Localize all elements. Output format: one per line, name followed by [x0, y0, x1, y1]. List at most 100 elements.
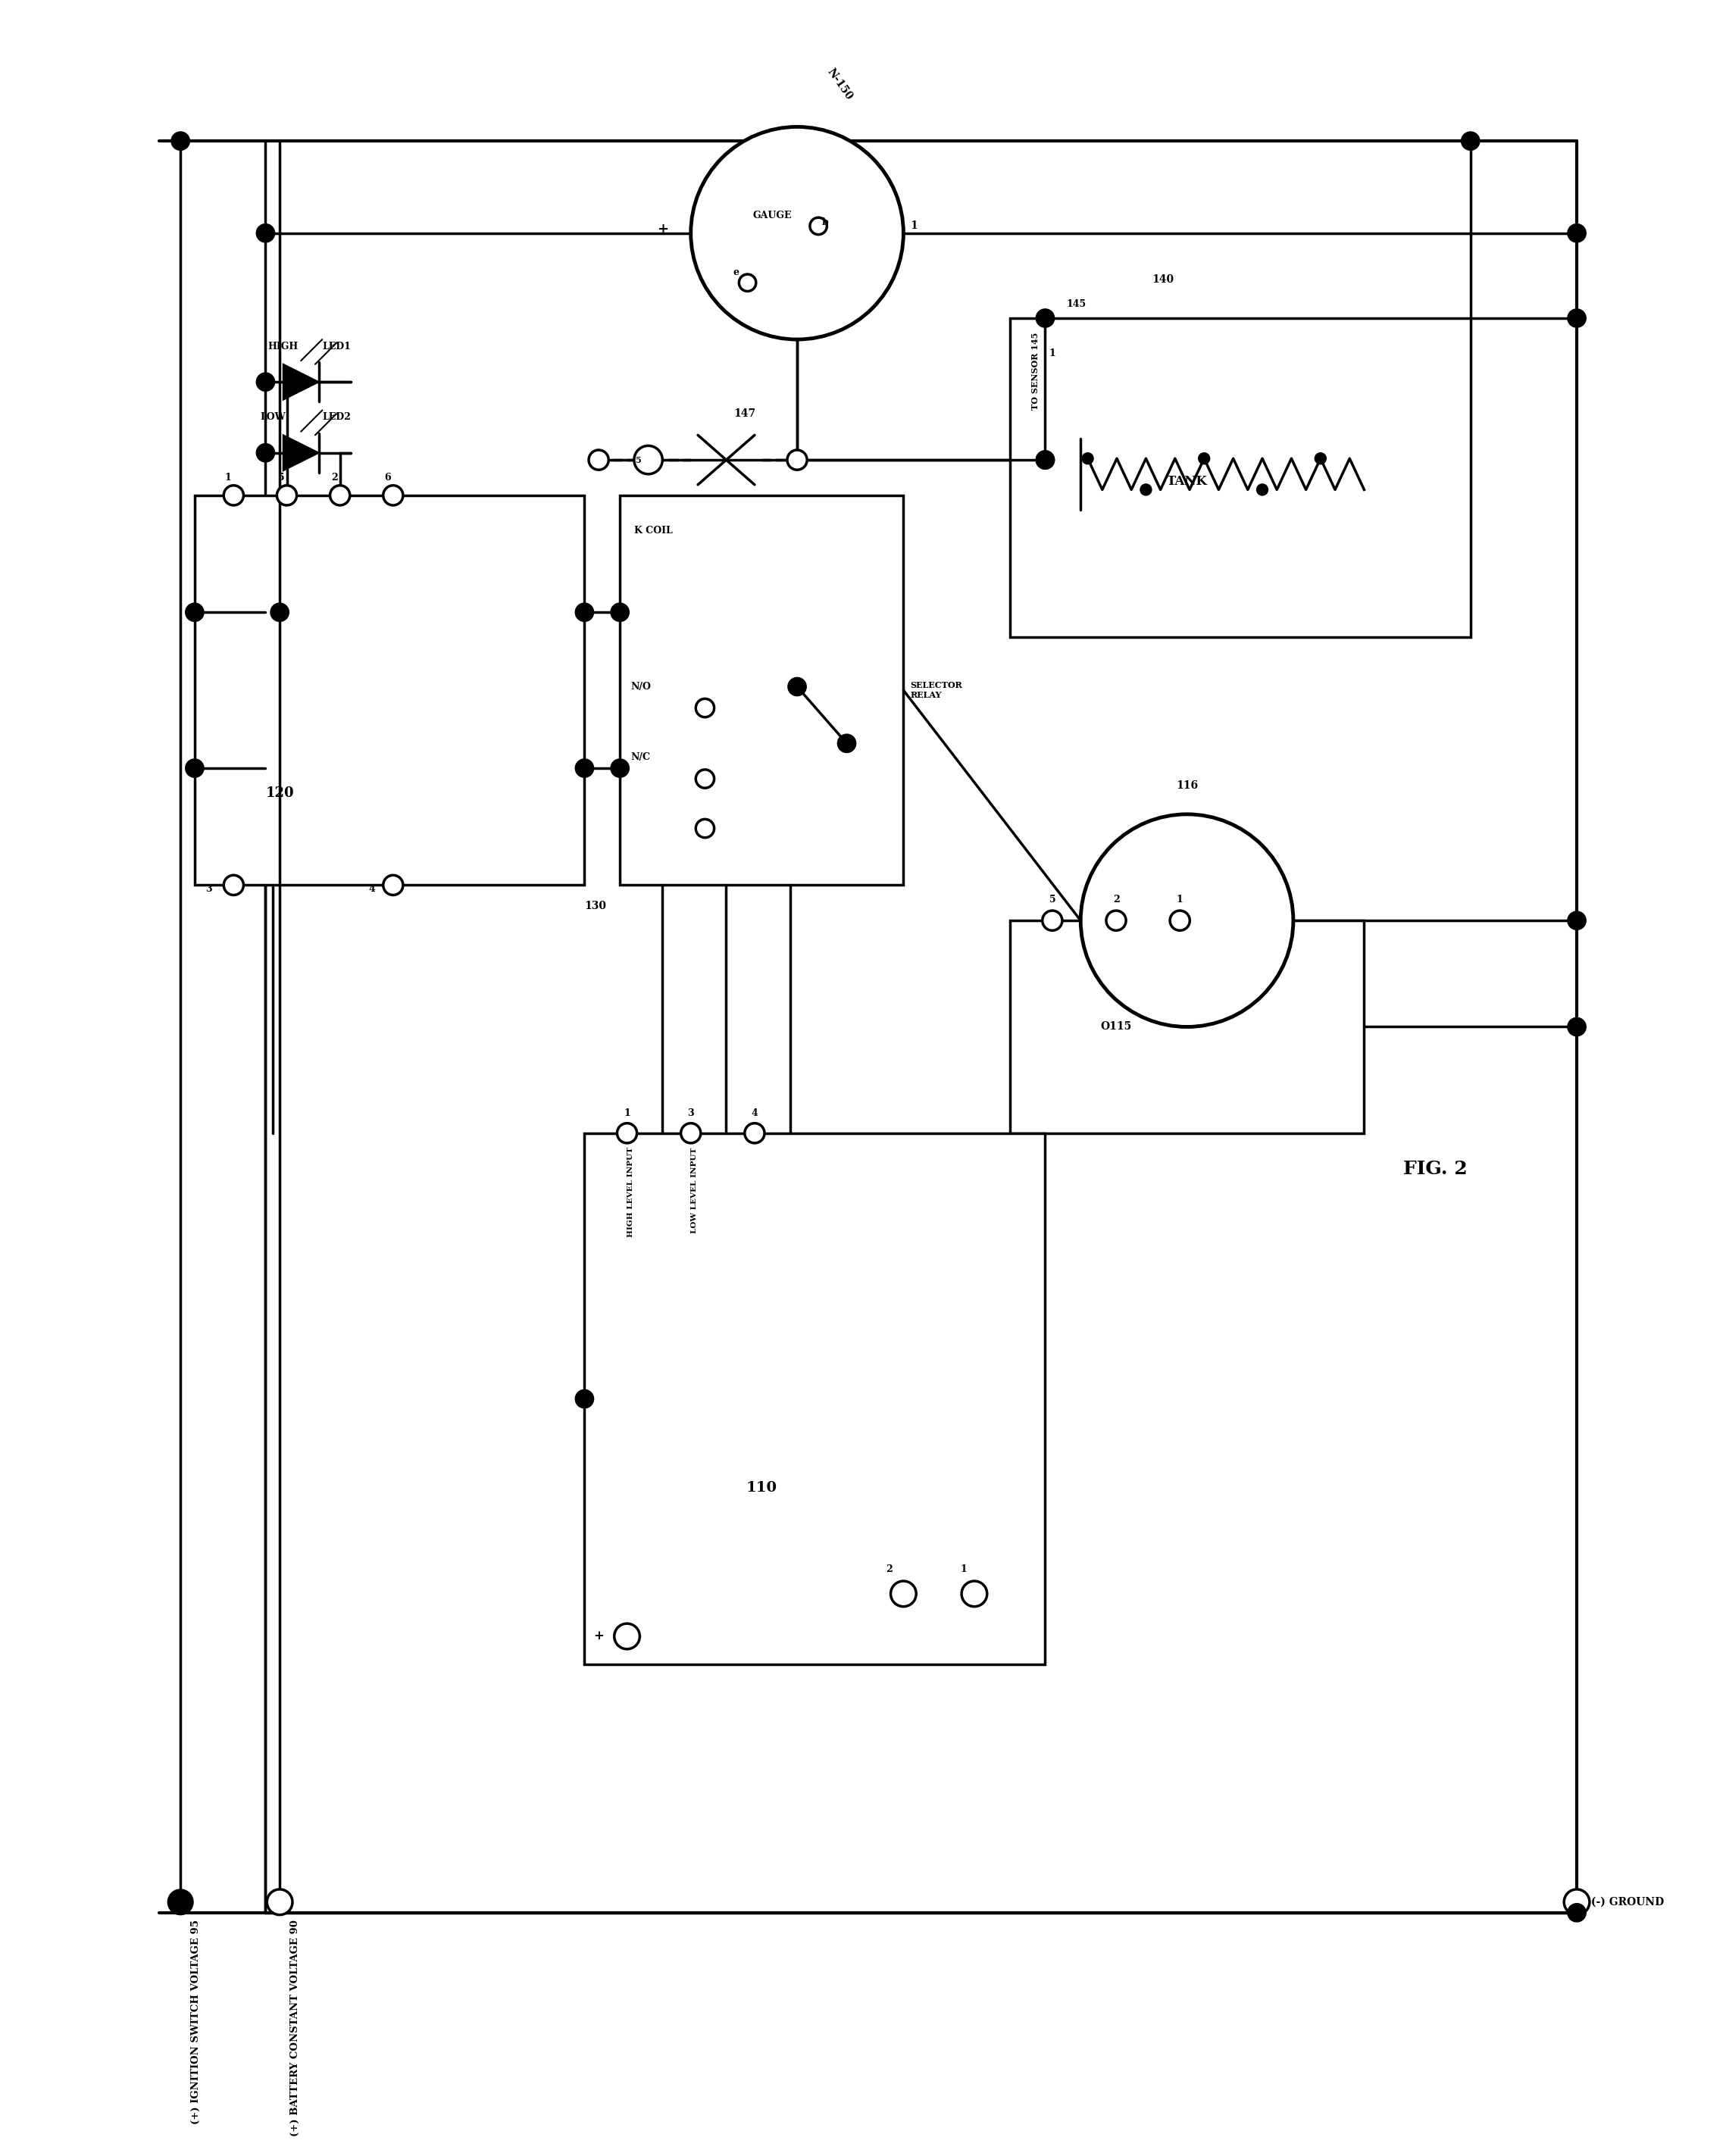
Bar	[195, 496, 585, 886]
Text: 4: 4	[369, 884, 375, 893]
Text: LED2: LED2	[323, 412, 350, 423]
Text: TANK: TANK	[1167, 474, 1208, 487]
Text: K COIL: K COIL	[633, 526, 673, 535]
Circle shape	[1257, 483, 1269, 496]
Text: +: +	[658, 222, 668, 237]
Text: 5: 5	[635, 455, 640, 464]
Circle shape	[167, 1889, 193, 1915]
Circle shape	[185, 759, 204, 778]
Circle shape	[268, 1889, 292, 1915]
Text: 2: 2	[885, 1563, 892, 1574]
Text: HIGH LEVEL INPUT: HIGH LEVEL INPUT	[627, 1147, 633, 1238]
Circle shape	[696, 699, 715, 718]
Circle shape	[611, 604, 630, 621]
Text: FIG. 2: FIG. 2	[1403, 1160, 1467, 1177]
Bar	[585, 1134, 1046, 1664]
Text: 2: 2	[1113, 895, 1120, 903]
Circle shape	[383, 485, 404, 505]
Circle shape	[1567, 224, 1586, 241]
Polygon shape	[283, 364, 319, 399]
Bar	[620, 496, 903, 886]
Text: N-150: N-150	[825, 67, 854, 101]
Circle shape	[271, 604, 288, 621]
Circle shape	[1564, 1889, 1590, 1915]
Circle shape	[224, 485, 243, 505]
Circle shape	[961, 1580, 987, 1606]
Circle shape	[1462, 132, 1479, 151]
Text: LOW: LOW	[261, 412, 285, 423]
Text: TO SENSOR 145: TO SENSOR 145	[1030, 332, 1039, 410]
Circle shape	[575, 604, 594, 621]
Text: (+) IGNITION SWITCH VOLTAGE 95: (+) IGNITION SWITCH VOLTAGE 95	[192, 1919, 200, 2124]
Circle shape	[611, 759, 630, 778]
Text: SELECTOR
RELAY: SELECTOR RELAY	[911, 681, 963, 699]
Circle shape	[1567, 1904, 1586, 1921]
Text: 140: 140	[1151, 274, 1174, 285]
Circle shape	[1036, 451, 1055, 470]
Circle shape	[614, 1623, 640, 1649]
Text: e: e	[734, 267, 739, 276]
Circle shape	[255, 444, 274, 461]
Text: 6: 6	[385, 472, 390, 483]
Text: N/C: N/C	[630, 752, 651, 763]
Circle shape	[1567, 1018, 1586, 1037]
Text: 145: 145	[1067, 300, 1086, 308]
Circle shape	[575, 759, 594, 778]
Circle shape	[255, 373, 274, 390]
Circle shape	[1036, 308, 1055, 328]
Text: 1: 1	[224, 472, 231, 483]
Text: 4: 4	[751, 1108, 758, 1119]
Circle shape	[696, 819, 715, 839]
Circle shape	[787, 451, 808, 470]
Bar	[1010, 319, 1471, 636]
Circle shape	[1036, 451, 1055, 470]
Circle shape	[1567, 308, 1586, 328]
Circle shape	[1315, 453, 1326, 464]
Text: 1: 1	[1049, 349, 1055, 358]
Circle shape	[696, 770, 715, 789]
Circle shape	[1141, 483, 1151, 496]
Circle shape	[690, 127, 903, 338]
Text: 5: 5	[1049, 895, 1056, 903]
Text: 2: 2	[331, 472, 338, 483]
Circle shape	[837, 735, 856, 752]
Circle shape	[1106, 910, 1125, 931]
Circle shape	[1080, 815, 1293, 1026]
Polygon shape	[283, 436, 319, 470]
Text: 1: 1	[1177, 895, 1184, 903]
Text: (-) GROUND: (-) GROUND	[1591, 1897, 1664, 1908]
Circle shape	[575, 1391, 594, 1408]
Bar	[1010, 921, 1364, 1134]
Circle shape	[809, 218, 827, 235]
Text: GAUGE: GAUGE	[753, 211, 792, 220]
Text: 120: 120	[266, 787, 293, 800]
Circle shape	[739, 274, 756, 291]
Text: N/O: N/O	[630, 681, 651, 692]
Circle shape	[891, 1580, 917, 1606]
Circle shape	[618, 1123, 637, 1143]
Circle shape	[255, 224, 274, 241]
Circle shape	[1043, 910, 1061, 931]
Text: LED1: LED1	[323, 341, 350, 351]
Text: 1: 1	[623, 1108, 630, 1119]
Circle shape	[1567, 912, 1586, 929]
Text: b: b	[822, 218, 828, 226]
Circle shape	[171, 132, 190, 151]
Text: (+) BATTERY CONSTANT VOLTAGE 90: (+) BATTERY CONSTANT VOLTAGE 90	[290, 1919, 300, 2137]
Text: 5: 5	[278, 472, 285, 483]
Text: 147: 147	[734, 407, 756, 418]
Circle shape	[224, 875, 243, 895]
Circle shape	[787, 677, 806, 696]
Circle shape	[633, 446, 663, 474]
Text: 110: 110	[746, 1481, 777, 1494]
Text: HIGH: HIGH	[268, 341, 299, 351]
Circle shape	[1082, 453, 1093, 464]
Circle shape	[1198, 453, 1210, 464]
Circle shape	[589, 451, 609, 470]
Circle shape	[383, 875, 404, 895]
Text: 116: 116	[1177, 780, 1198, 791]
Circle shape	[1170, 910, 1189, 931]
Text: O115: O115	[1101, 1022, 1132, 1033]
Text: 1: 1	[960, 1563, 967, 1574]
Text: 1: 1	[911, 220, 918, 231]
